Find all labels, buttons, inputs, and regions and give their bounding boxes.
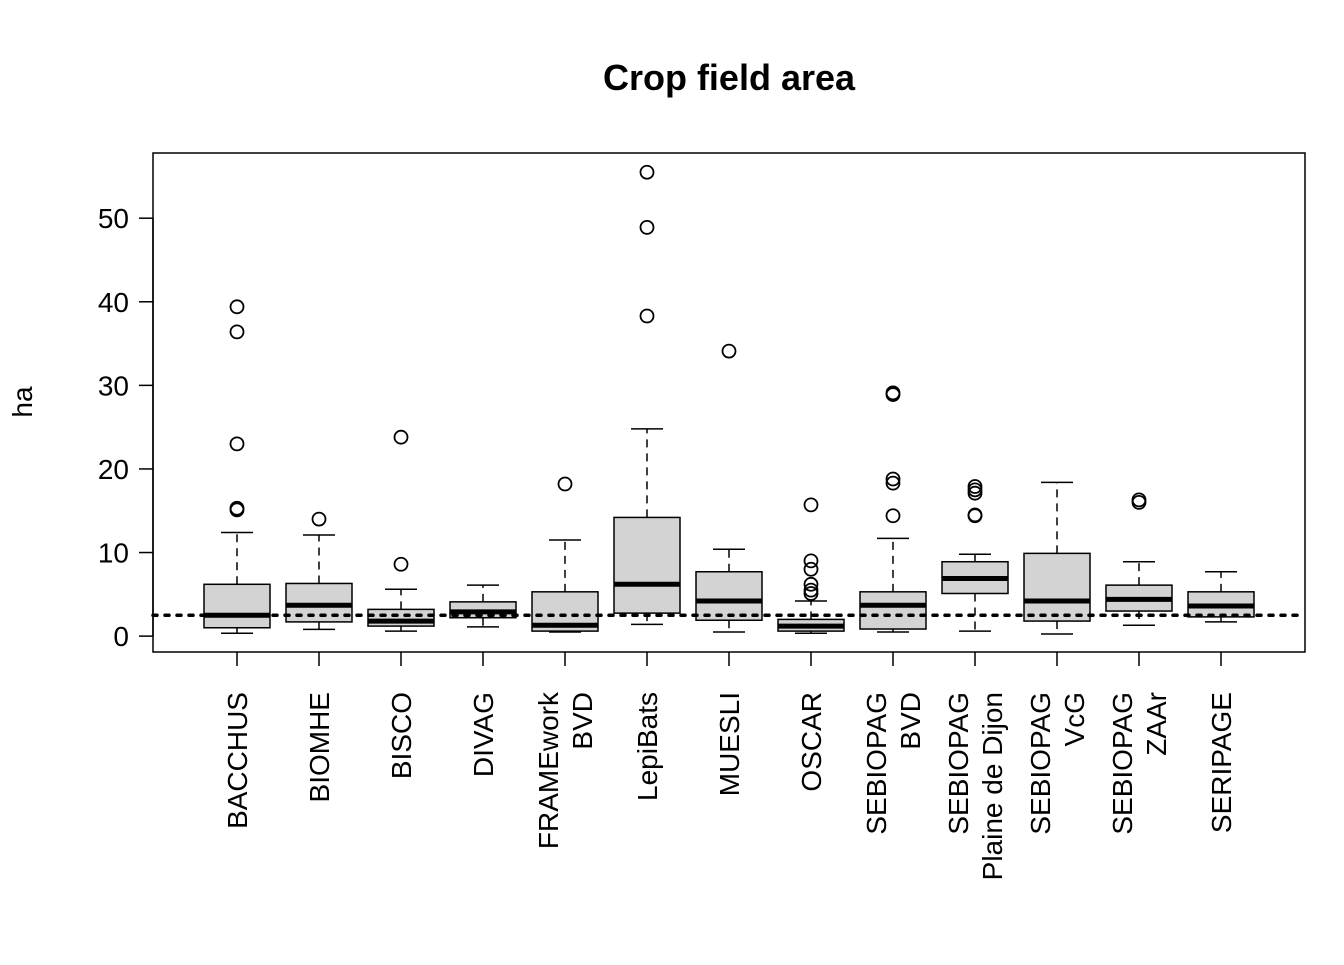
outlier-point — [803, 497, 819, 513]
outlier-point — [229, 299, 245, 315]
y-tick-label: 30 — [98, 370, 129, 401]
box-sebiopag-plaine-de-dijon: SEBIOPAG Plaine de Dijon — [941, 479, 1009, 880]
outlier-point — [229, 436, 245, 452]
y-axis-label: ha — [7, 386, 38, 418]
x-tick-label: MUESLI — [714, 692, 745, 796]
box-divag: DIVAG — [449, 584, 517, 777]
box-sebiopag-bvd: SEBIOPAG BVD — [859, 385, 927, 835]
outlier-point — [393, 556, 409, 572]
box-bisco: BISCO — [367, 429, 435, 779]
x-tick-label: BVD — [567, 692, 598, 750]
box-muesli: MUESLI — [695, 343, 763, 796]
y-tick-label: 50 — [98, 203, 129, 234]
box-sebiopag-vcg: SEBIOPAG VcG — [1023, 481, 1091, 835]
box-seripage: SERIPAGE — [1187, 571, 1255, 833]
outlier-point — [1131, 494, 1147, 510]
y-tick-label: 0 — [113, 621, 129, 652]
box-bacchus: BACCHUS — [203, 299, 271, 829]
x-tick-label: VcG — [1059, 692, 1090, 746]
box-biomhe: BIOMHE — [285, 511, 353, 802]
iqr-box — [613, 516, 681, 614]
outlier-point — [803, 586, 819, 601]
x-tick-label: LepiBats — [632, 692, 663, 801]
x-tick-label: FRAMEwork — [533, 691, 564, 849]
x-tick-label: SERIPAGE — [1206, 692, 1237, 833]
outlier-point — [803, 553, 819, 569]
x-tick-label: SEBIOPAG — [861, 692, 892, 835]
outlier-point — [885, 475, 901, 491]
outlier-point — [639, 308, 655, 324]
x-tick-label: BIOMHE — [304, 692, 335, 802]
outlier-point — [885, 471, 901, 487]
box-framework-bvd: FRAMEwork BVD — [531, 476, 599, 849]
x-tick-label: SEBIOPAG — [943, 692, 974, 835]
chart-title: Crop field area — [603, 57, 856, 98]
outlier-point — [967, 485, 983, 501]
outlier-point — [721, 343, 737, 359]
box-sebiopag-zaar: SEBIOPAG ZAAr — [1105, 492, 1173, 835]
x-tick-label: Plaine de Dijon — [977, 692, 1008, 880]
outlier-point — [639, 219, 655, 235]
x-tick-label: BISCO — [386, 692, 417, 779]
iqr-box — [859, 591, 927, 630]
outlier-point — [311, 511, 327, 527]
outlier-point — [885, 385, 901, 401]
outlier-point — [803, 576, 819, 592]
y-tick-label: 40 — [98, 287, 129, 318]
outlier-point — [557, 476, 573, 492]
x-tick-label: OSCAR — [796, 692, 827, 792]
iqr-box — [203, 583, 271, 629]
y-tick-label: 20 — [98, 454, 129, 485]
outlier-point — [229, 502, 245, 518]
x-tick-label: ZAAr — [1141, 692, 1172, 756]
y-tick-label: 10 — [98, 538, 129, 569]
outlier-point — [393, 429, 409, 445]
x-tick-label: SEBIOPAG — [1025, 692, 1056, 835]
iqr-box — [367, 608, 435, 627]
box-oscar: OSCAR — [777, 497, 845, 792]
iqr-box — [695, 571, 763, 621]
x-tick-label: DIVAG — [468, 692, 499, 777]
x-tick-label: BACCHUS — [222, 692, 253, 829]
outlier-point — [967, 508, 983, 524]
x-tick-label: SEBIOPAG — [1107, 692, 1138, 835]
outlier-point — [229, 324, 245, 340]
iqr-box — [1023, 552, 1091, 622]
box-lepibats: LepiBats — [613, 164, 681, 801]
outlier-point — [639, 164, 655, 180]
outlier-point — [803, 561, 819, 577]
x-tick-label: BVD — [895, 692, 926, 750]
outlier-point — [885, 508, 901, 524]
